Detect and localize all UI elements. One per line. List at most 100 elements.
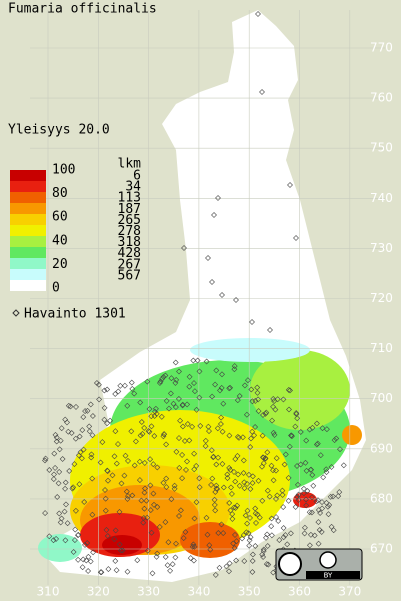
observation-marker: [244, 377, 251, 384]
northing-label: 770: [370, 41, 393, 55]
observation-marker: [181, 245, 187, 251]
observation-marker: [61, 508, 68, 515]
observation-marker: [172, 404, 179, 411]
observation-marker: [300, 490, 307, 497]
observation-marker: [209, 393, 216, 400]
observation-marker: [167, 567, 174, 574]
legend-swatch: [10, 247, 46, 258]
observation-marker: [319, 499, 325, 506]
observation-marker: [134, 557, 141, 564]
observation-marker: [274, 396, 281, 403]
observation-marker: [141, 459, 148, 466]
class-count: 267: [118, 257, 141, 272]
observation-marker: [207, 546, 214, 553]
observation-marker: [317, 452, 324, 459]
observation-marker: [46, 533, 53, 540]
observation-marker: [260, 412, 266, 418]
observation-marker: [172, 379, 179, 386]
observation-marker: [232, 504, 239, 511]
observation-marker: [270, 569, 277, 576]
observation-markers: [42, 11, 347, 578]
observation-marker: [234, 433, 241, 440]
observation-marker: [292, 504, 299, 510]
observation-marker: [141, 505, 148, 512]
observation-marker: [116, 508, 123, 515]
observation-marker: [211, 212, 217, 218]
observation-marker: [150, 461, 157, 468]
observation-marker: [276, 537, 283, 544]
observation-marker: [115, 441, 121, 448]
observation-marker: [327, 493, 334, 500]
observation-marker: [56, 510, 63, 517]
observation-marker: [90, 549, 97, 556]
observation-marker: [62, 485, 69, 492]
observation-marker: [270, 477, 277, 484]
observation-marker: [158, 413, 165, 420]
observation-marker: [219, 292, 225, 298]
observation-marker: [274, 492, 281, 499]
observation-marker: [191, 388, 198, 395]
observation-marker: [196, 475, 203, 482]
observation-marker: [102, 507, 109, 514]
observation-marker: [215, 530, 222, 536]
observation-marker: [80, 446, 87, 453]
observation-marker: [147, 456, 154, 463]
scale-label: 100: [52, 163, 75, 178]
observation-marker: [102, 495, 109, 502]
observation-marker: [157, 378, 164, 385]
license-label: BY: [324, 572, 333, 580]
observation-marker: [88, 451, 95, 458]
observation-marker: [316, 527, 323, 533]
observation-marker: [171, 485, 178, 492]
observation-marker: [149, 570, 156, 577]
patch: [180, 522, 240, 558]
observation-marker: [176, 464, 183, 471]
observation-marker: [50, 537, 57, 544]
class-count: 278: [118, 224, 141, 239]
observation-marker: [251, 432, 258, 439]
observation-marker: [160, 433, 167, 440]
observation-marker: [217, 421, 224, 427]
observation-marker: [271, 398, 278, 405]
northing-label: 700: [370, 391, 393, 405]
observation-marker: [259, 89, 265, 95]
observation-marker: [154, 504, 161, 510]
observation-marker: [260, 546, 267, 553]
observation-marker: [139, 430, 146, 437]
observation-marker: [268, 523, 275, 530]
patch: [342, 425, 362, 445]
observation-marker: [292, 423, 299, 430]
observation-marker: [58, 425, 65, 432]
observation-marker: [294, 415, 301, 422]
observation-marker: [72, 435, 79, 442]
class-count: 567: [118, 268, 141, 283]
observation-marker: [315, 519, 322, 526]
observation-marker: [79, 564, 86, 571]
observation-marker: [98, 569, 105, 576]
observation-marker: [307, 531, 314, 538]
northing-label: 670: [370, 542, 393, 556]
observation-marker: [202, 443, 209, 450]
observation-marker: [306, 542, 313, 549]
observation-marker: [264, 543, 271, 549]
observation-marker: [294, 463, 300, 469]
observation-marker: [249, 569, 256, 575]
observation-marker: [287, 387, 293, 394]
observation-marker: [252, 424, 259, 430]
observation-marker: [137, 432, 144, 439]
observation-marker: [162, 372, 169, 379]
observation-marker: [220, 484, 227, 491]
observation-marker: [224, 475, 231, 482]
observation-marker: [219, 428, 226, 435]
observation-marker: [279, 487, 286, 494]
observation-marker: [112, 527, 119, 534]
frequency: Yleisyys 20.0: [8, 123, 110, 138]
observation-marker: [173, 540, 179, 547]
observation-marker: [172, 359, 179, 366]
observation-marker: [315, 540, 322, 547]
observation-marker: [229, 515, 236, 522]
observation-marker: [328, 523, 335, 530]
observation-marker: [177, 417, 184, 424]
observation-marker: [323, 469, 330, 476]
observation-marker: [85, 553, 92, 560]
